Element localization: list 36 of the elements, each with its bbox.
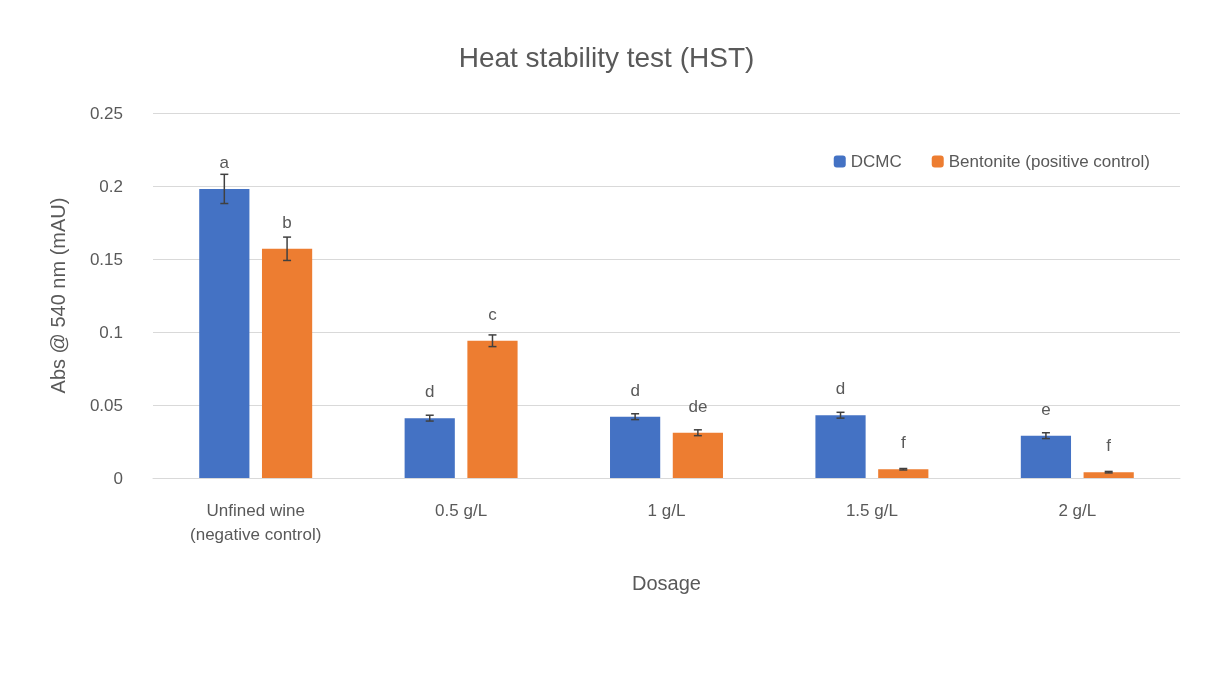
y-tick-label: 0.05 [89,395,123,415]
x-tick-label: 2 g/L [1058,500,1097,520]
y-tick-label: 0.2 [99,176,123,196]
x-tick-label: Unfined wine (negative control) [190,500,322,544]
data-label: f [900,433,906,453]
x-tick-label: 1.5 g/L [845,500,898,520]
y-axis-title: Abs @ 540 nm (mAU) [47,197,69,394]
x-tick-label: 0.5 g/L [435,500,488,520]
bar [199,188,250,478]
bar [610,416,661,478]
data-label: d [424,382,435,402]
bar [261,248,313,478]
x-axis-title: Dosage [632,572,701,594]
bar [672,432,723,478]
y-tick-label: 0.1 [99,322,123,342]
data-label: d [835,379,846,399]
data-label: c [488,304,498,324]
y-tick-label: 0.25 [89,103,123,123]
x-tick-label: 1 g/L [647,500,686,520]
data-label: f [1106,436,1112,456]
data-label: e [1041,399,1051,419]
bar [815,415,866,478]
bar [467,340,518,478]
data-label: de [688,396,708,416]
bar [1083,472,1134,478]
data-label: d [630,380,640,400]
y-tick-label: 0 [113,468,123,488]
y-tick-label: 0.15 [89,249,123,269]
bar [1020,435,1072,478]
data-label: b [282,212,292,232]
chart-title: Heat stability test (HST) [458,41,755,73]
bar [878,469,929,478]
bar [404,418,455,478]
legend-label: DCMC [850,152,902,171]
legend-label: Bentonite (positive control) [948,152,1151,171]
data-label: a [219,152,230,172]
